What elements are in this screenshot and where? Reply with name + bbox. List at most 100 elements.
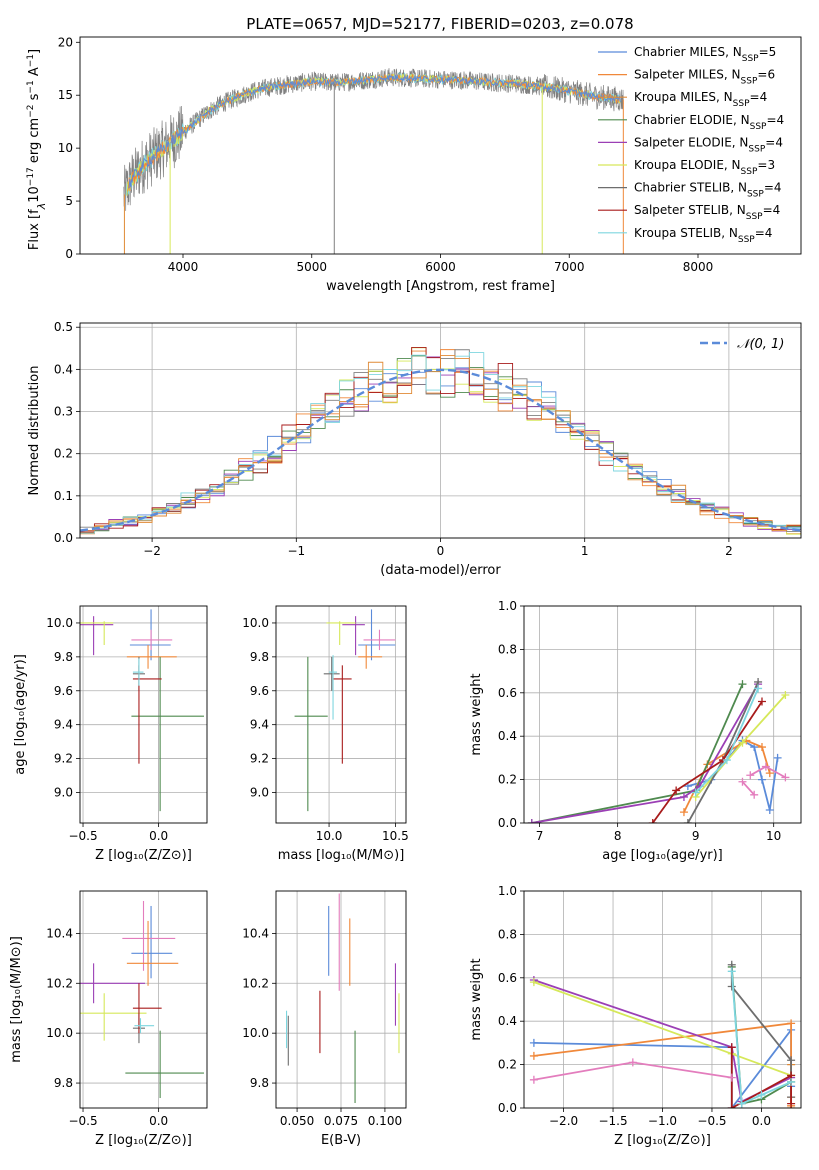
y-tick-label: 9.6 <box>250 684 269 698</box>
x-axis-label: mass [log₁₀(M/M⊙)] <box>278 848 405 863</box>
weight-marker <box>773 753 782 762</box>
legend-label-sub: SSP <box>741 167 758 177</box>
legend-label-part: Chabrier ELODIE, N <box>634 113 750 127</box>
weight-marker <box>738 777 747 786</box>
weight-lines <box>527 677 790 823</box>
legend-label: 𝒩(0, 1) <box>737 337 784 352</box>
model-spectrum-line <box>126 73 622 196</box>
x-tick-label: 0.075 <box>324 1114 358 1128</box>
y-axis-label-part: −1 <box>26 54 36 67</box>
weight-marker <box>754 684 763 693</box>
legend-label-sub: SSP <box>750 122 767 132</box>
y-axis-label: Normed distribution <box>27 366 42 496</box>
y-tick-label: 1.0 <box>498 599 517 613</box>
weight-marker <box>683 819 692 823</box>
y-tick-label: 0.2 <box>498 773 517 787</box>
weight-line <box>749 765 786 779</box>
axes-frame <box>523 605 802 824</box>
x-axis-label: Z [log₁₀(Z/Z⊙)] <box>95 848 192 863</box>
legend-label: Salpeter STELIB, NSSP=4 <box>634 203 780 222</box>
weight-line <box>531 683 744 823</box>
weight-marker <box>529 1075 538 1084</box>
spectrum-panel: 4000 5000 6000 7000 8000 0 5 10 15 20 wavelength [… <box>26 35 802 294</box>
weight-marker <box>672 786 681 795</box>
y-tick-label: 10.2 <box>242 976 269 990</box>
y-tick-label: 0.2 <box>498 1058 517 1072</box>
legend-label-part: Kroupa ELODIE, N <box>634 158 741 172</box>
weight-marker <box>738 680 747 689</box>
y-tick-label: 0.6 <box>498 686 517 700</box>
weight-marker <box>757 697 766 706</box>
legend-label: Kroupa ELODIE, NSSP=3 <box>634 158 775 177</box>
y-tick-label: 10.4 <box>46 926 73 940</box>
mass-vs-ebv-panel: 0.050 0.075 0.100 9.8 10.0 10.2 10.4 E(B-V) <box>242 890 407 1148</box>
y-tick-label: 9.4 <box>54 718 73 732</box>
legend-label-part: Kroupa MILES, N <box>634 90 733 104</box>
residuals-panel: −2 −1 0 1 2 0.0 0.1 0.2 0.3 0.4 0.5 (data-model)/er… <box>27 320 802 578</box>
x-tick-label: −1.5 <box>598 1114 627 1128</box>
y-axis-label-part: λ <box>35 203 48 211</box>
y-tick-label: 0.0 <box>498 816 517 830</box>
legend-label-sub: SSP <box>747 190 764 200</box>
weight-marker <box>787 1099 796 1108</box>
figure-title: PLATE=0657, MJD=52177, FIBERID=0203, z=0… <box>246 15 633 33</box>
axes-frame <box>79 322 802 539</box>
mass-vs-metallicity-panel: −0.5 0.0 9.8 10.0 10.2 10.4 Z [log₁₀(Z/Z⊙)] mas… <box>9 890 208 1148</box>
x-tick-label: 9 <box>692 829 700 843</box>
legend-label-sub: SSP <box>742 54 759 64</box>
x-tick-label: 0.0 <box>149 1114 168 1128</box>
weight-marker <box>628 1058 637 1067</box>
y-tick-label: 0.4 <box>498 1014 517 1028</box>
y-tick-label: 9.6 <box>54 684 73 698</box>
age-vs-metallicity-panel: −0.5 0.0 9.0 9.2 9.4 9.6 9.8 10.0 Z [log₁₀(Z/Z⊙)… <box>13 605 208 863</box>
x-axis-label: age [log₁₀(age/yr)] <box>602 848 723 863</box>
legend-label-part: =4 <box>766 113 784 127</box>
y-tick-label: 9.2 <box>250 752 269 766</box>
x-axis-label: Z [log₁₀(Z/Z⊙)] <box>614 1133 711 1148</box>
y-axis-label: mass weight <box>469 673 484 755</box>
y-tick-label: 20 <box>58 35 73 49</box>
legend-label-part: Chabrier MILES, N <box>634 45 742 59</box>
y-tick-label: 0.3 <box>54 405 73 419</box>
x-tick-label: 4000 <box>168 260 199 274</box>
x-tick-label: −1.0 <box>648 1114 677 1128</box>
weight-marker <box>781 773 790 782</box>
y-tick-label: 1.0 <box>498 884 517 898</box>
legend-label-part: Salpeter MILES, N <box>634 68 741 82</box>
weight-line <box>651 701 763 823</box>
x-tick-label: 0.0 <box>752 1114 771 1128</box>
x-axis-label: Z [log₁₀(Z/Z⊙)] <box>95 1133 192 1148</box>
age-vs-mass-panel: 10.0 10.5 9.0 9.2 9.4 9.6 9.8 10.0 mass [log₁₀(M… <box>242 605 409 863</box>
weight-marker <box>529 1038 538 1047</box>
y-tick-label: 10.0 <box>242 616 269 630</box>
y-axis-label-part: A <box>27 67 42 80</box>
y-tick-label: 0.1 <box>54 489 73 503</box>
x-tick-label: 8000 <box>683 260 714 274</box>
y-axis-label-part: −17 <box>26 167 36 186</box>
legend-label-part: =4 <box>764 181 782 195</box>
x-axis-label: (data-model)/error <box>380 563 501 578</box>
weight-marker <box>727 1043 736 1052</box>
y-tick-label: 0.5 <box>54 320 73 334</box>
y-axis-label: age [log₁₀(age/yr)] <box>13 654 28 775</box>
mass-weight-vs-age-panel: 7 8 9 10 0.0 0.2 0.4 0.6 0.8 1.0 age [log₁₀(age/yr… <box>469 599 802 863</box>
axes-frame <box>275 605 407 824</box>
legend-label: Salpeter ELODIE, NSSP=4 <box>634 135 783 154</box>
y-axis-label: mass [log₁₀(M/M⊙)] <box>9 936 24 1063</box>
y-axis-label-part: Flux [f <box>27 209 42 250</box>
legend-label-sub: SSP <box>738 235 755 245</box>
y-tick-label: 9.8 <box>54 1076 73 1090</box>
y-tick-label: 0 <box>65 247 73 261</box>
legend-label-sub: SSP <box>741 77 758 87</box>
legend-label-sub: SSP <box>748 144 765 154</box>
error-bars <box>294 609 396 812</box>
y-axis-label-part: erg cm <box>27 118 42 167</box>
x-tick-label: 10 <box>766 829 781 843</box>
weight-marker <box>761 762 770 771</box>
y-tick-label: 10.2 <box>46 976 73 990</box>
x-tick-label: 10.0 <box>316 829 343 843</box>
x-axis-label: wavelength [Angstrom, rest frame] <box>326 279 555 294</box>
weight-marker <box>722 756 731 765</box>
weight-marker <box>527 819 536 823</box>
normal-distribution-curve <box>80 368 801 532</box>
